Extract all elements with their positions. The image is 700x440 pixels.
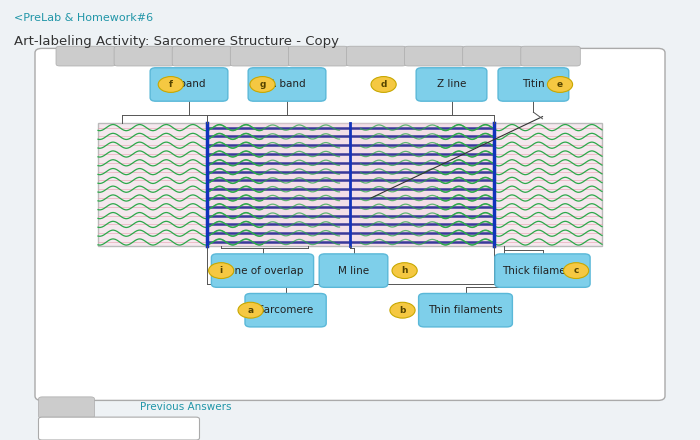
Text: Previous Answers: Previous Answers (140, 403, 232, 412)
FancyBboxPatch shape (38, 417, 200, 440)
Circle shape (390, 302, 415, 318)
Circle shape (238, 302, 263, 318)
Text: e: e (557, 80, 563, 89)
Text: a: a (248, 306, 253, 315)
Text: i: i (220, 266, 223, 275)
Text: Correct: Correct (80, 424, 121, 433)
Circle shape (209, 263, 234, 279)
Text: M line: M line (338, 266, 369, 275)
Circle shape (392, 263, 417, 279)
FancyBboxPatch shape (35, 48, 665, 400)
Circle shape (371, 77, 396, 92)
FancyBboxPatch shape (230, 46, 290, 66)
Text: d: d (380, 80, 387, 89)
FancyBboxPatch shape (206, 123, 494, 246)
FancyBboxPatch shape (419, 293, 512, 327)
FancyBboxPatch shape (319, 254, 388, 287)
FancyBboxPatch shape (405, 46, 464, 66)
Text: <PreLab & Homework#6: <PreLab & Homework#6 (14, 13, 153, 23)
Text: Submit: Submit (49, 403, 84, 412)
FancyBboxPatch shape (211, 254, 314, 287)
FancyBboxPatch shape (98, 123, 602, 246)
Circle shape (250, 77, 275, 92)
Text: g: g (259, 80, 266, 89)
FancyBboxPatch shape (172, 46, 232, 66)
Text: Sarcomere: Sarcomere (258, 305, 314, 315)
FancyBboxPatch shape (248, 68, 326, 101)
FancyBboxPatch shape (245, 293, 326, 327)
Text: Zone of overlap: Zone of overlap (221, 266, 304, 275)
FancyBboxPatch shape (38, 397, 95, 418)
Text: Z line: Z line (437, 80, 466, 89)
Text: ✓: ✓ (55, 422, 64, 435)
Text: f: f (169, 80, 173, 89)
Text: c: c (573, 266, 579, 275)
FancyBboxPatch shape (114, 46, 174, 66)
Text: b: b (399, 306, 406, 315)
Text: Thick filaments: Thick filaments (503, 266, 582, 275)
FancyBboxPatch shape (150, 68, 228, 101)
Text: A band: A band (269, 80, 305, 89)
Text: Art-labeling Activity: Sarcomere Structure - Copy: Art-labeling Activity: Sarcomere Structu… (14, 35, 339, 48)
FancyBboxPatch shape (56, 46, 116, 66)
FancyBboxPatch shape (463, 46, 522, 66)
Circle shape (158, 77, 183, 92)
Text: Thin filaments: Thin filaments (428, 305, 503, 315)
Circle shape (547, 77, 573, 92)
Circle shape (564, 263, 589, 279)
FancyBboxPatch shape (416, 68, 487, 101)
Text: h: h (401, 266, 408, 275)
Text: Titin: Titin (522, 80, 545, 89)
FancyBboxPatch shape (521, 46, 580, 66)
Text: I band: I band (173, 80, 205, 89)
FancyBboxPatch shape (346, 46, 406, 66)
FancyBboxPatch shape (495, 254, 590, 287)
FancyBboxPatch shape (498, 68, 568, 101)
FancyBboxPatch shape (288, 46, 348, 66)
